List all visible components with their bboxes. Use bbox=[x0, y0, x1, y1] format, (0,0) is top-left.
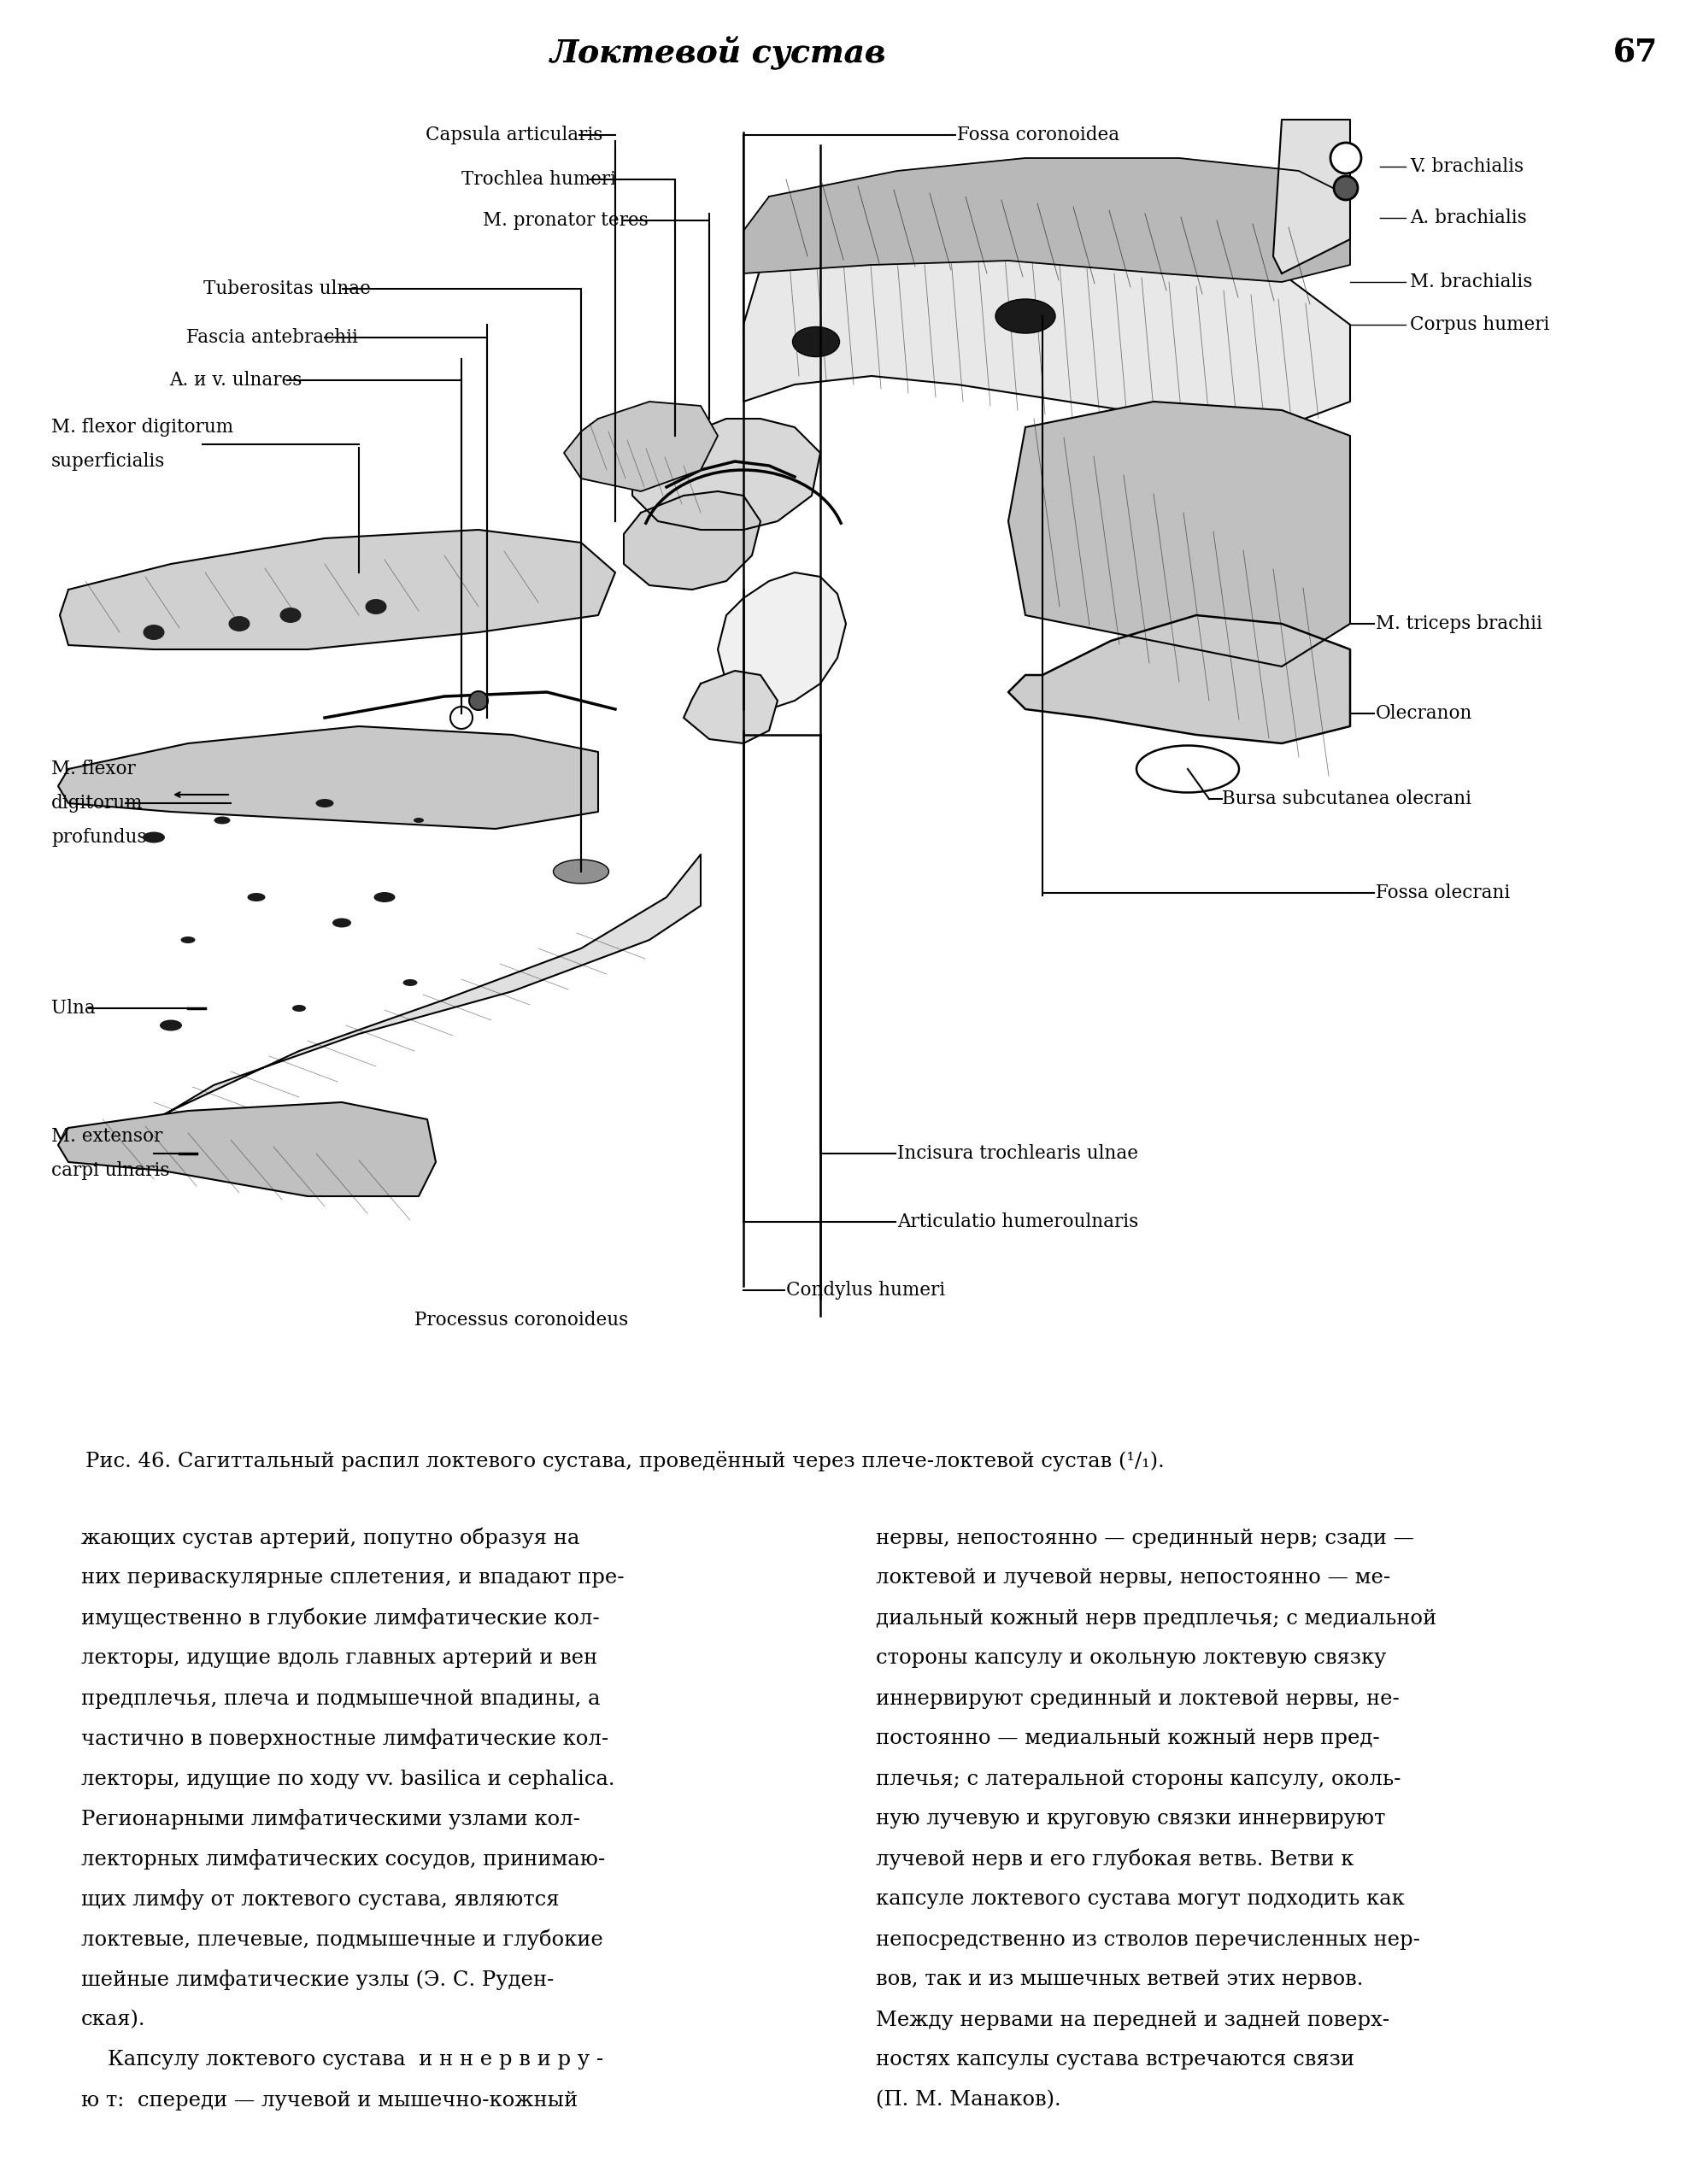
Text: Fossa coronoidea: Fossa coronoidea bbox=[957, 127, 1119, 144]
Polygon shape bbox=[102, 854, 700, 1153]
Text: локтевые, плечевые, подмышечные и глубокие: локтевые, плечевые, подмышечные и глубок… bbox=[82, 1928, 603, 1950]
Polygon shape bbox=[623, 491, 761, 590]
Text: жающих сустав артерий, попутно образуя на: жающих сустав артерий, попутно образуя н… bbox=[82, 1527, 579, 1548]
Text: Capsula articularis: Capsula articularis bbox=[426, 127, 603, 144]
Text: щих лимфу от локтевого сустава, являются: щих лимфу от локтевого сустава, являются bbox=[82, 1889, 559, 1909]
Polygon shape bbox=[632, 419, 821, 531]
Text: постоянно — медиальный кожный нерв пред-: постоянно — медиальный кожный нерв пред- bbox=[875, 1730, 1379, 1749]
Text: M. flexor: M. flexor bbox=[51, 760, 136, 778]
Text: Капсулу локтевого сустава  и н н е р в и р у -: Капсулу локтевого сустава и н н е р в и … bbox=[82, 2051, 603, 2070]
Ellipse shape bbox=[334, 919, 351, 926]
Circle shape bbox=[1333, 177, 1357, 201]
Text: лекторы, идущие вдоль главных артерий и вен: лекторы, идущие вдоль главных артерий и … bbox=[82, 1649, 598, 1669]
Polygon shape bbox=[744, 157, 1350, 282]
Ellipse shape bbox=[249, 893, 264, 902]
Text: Рис. 46. Сагиттальный распил локтевого сустава, проведённый через плече-локтевой: Рис. 46. Сагиттальный распил локтевого с… bbox=[85, 1450, 1165, 1472]
Polygon shape bbox=[683, 670, 778, 743]
Text: частично в поверхностные лимфатические кол-: частично в поверхностные лимфатические к… bbox=[82, 1728, 608, 1749]
Text: иннервируют срединный и локтевой нервы, не-: иннервируют срединный и локтевой нервы, … bbox=[875, 1688, 1400, 1708]
Text: Corpus humeri: Corpus humeri bbox=[1410, 314, 1550, 334]
Text: диальный кожный нерв предплечья; с медиальной: диальный кожный нерв предплечья; с медиа… bbox=[875, 1610, 1437, 1629]
Text: Bursa subcutanea olecrani: Bursa subcutanea olecrani bbox=[1223, 791, 1471, 808]
Circle shape bbox=[450, 708, 472, 729]
Polygon shape bbox=[717, 572, 846, 710]
Text: плечья; с латеральной стороны капсулу, околь-: плечья; с латеральной стороны капсулу, о… bbox=[875, 1769, 1402, 1789]
Text: Между нервами на передней и задней поверх-: Между нервами на передней и задней повер… bbox=[875, 2009, 1390, 2029]
Text: 67: 67 bbox=[1613, 37, 1657, 68]
Text: M. flexor digitorum: M. flexor digitorum bbox=[51, 417, 233, 437]
Circle shape bbox=[468, 692, 489, 710]
Ellipse shape bbox=[366, 598, 387, 614]
Text: капсуле локтевого сустава могут подходить как: капсуле локтевого сустава могут подходит… bbox=[875, 1889, 1405, 1909]
Text: Trochlea humeri: Trochlea humeri bbox=[462, 170, 616, 188]
Text: Olecranon: Olecranon bbox=[1376, 703, 1473, 723]
Text: Локтевой сустав: Локтевой сустав bbox=[550, 37, 886, 70]
Text: Fossa olecrani: Fossa olecrani bbox=[1376, 885, 1511, 902]
Text: них периваскулярные сплетения, и впадают пре-: них периваскулярные сплетения, и впадают… bbox=[82, 1568, 625, 1588]
Polygon shape bbox=[744, 205, 1350, 428]
Text: Локтевой сустав: Локтевой сустав bbox=[550, 37, 886, 70]
Text: V. brachialis: V. brachialis bbox=[1410, 157, 1524, 177]
Ellipse shape bbox=[145, 832, 163, 841]
Polygon shape bbox=[1008, 616, 1350, 743]
Polygon shape bbox=[1274, 120, 1350, 273]
Text: нервы, непостоянно — срединный нерв; сзади —: нервы, непостоянно — срединный нерв; сза… bbox=[875, 1529, 1413, 1548]
Ellipse shape bbox=[162, 1020, 181, 1031]
Ellipse shape bbox=[228, 616, 250, 631]
Ellipse shape bbox=[1136, 745, 1240, 793]
Ellipse shape bbox=[378, 893, 392, 900]
Text: предплечья, плеча и подмышечной впадины, а: предплечья, плеча и подмышечной впадины,… bbox=[82, 1688, 599, 1708]
Text: A. и v. ulnares: A. и v. ulnares bbox=[169, 371, 301, 389]
Text: profundus: profundus bbox=[51, 828, 146, 847]
Text: M. pronator teres: M. pronator teres bbox=[482, 212, 649, 229]
Ellipse shape bbox=[143, 625, 165, 640]
Polygon shape bbox=[58, 1103, 436, 1197]
Text: ская).: ская). bbox=[82, 2009, 146, 2029]
Circle shape bbox=[1330, 142, 1361, 173]
Text: Fascia antebrachii: Fascia antebrachii bbox=[186, 328, 358, 347]
Text: имущественно в глубокие лимфатические кол-: имущественно в глубокие лимфатические ко… bbox=[82, 1607, 599, 1629]
Text: Processus coronoideus: Processus coronoideus bbox=[414, 1310, 628, 1330]
Ellipse shape bbox=[215, 817, 230, 823]
Text: лекторных лимфатических сосудов, принимаю-: лекторных лимфатических сосудов, принима… bbox=[82, 1850, 605, 1870]
Ellipse shape bbox=[792, 328, 840, 356]
Text: Ulna: Ulna bbox=[51, 998, 95, 1018]
Polygon shape bbox=[60, 531, 615, 649]
Text: M. brachialis: M. brachialis bbox=[1410, 273, 1533, 290]
Ellipse shape bbox=[410, 817, 426, 823]
Text: 67: 67 bbox=[1613, 37, 1657, 68]
Ellipse shape bbox=[402, 978, 419, 987]
Text: Tuberositas ulnae: Tuberositas ulnae bbox=[203, 280, 371, 299]
Text: M. extensor: M. extensor bbox=[51, 1127, 162, 1147]
Text: A. brachialis: A. brachialis bbox=[1410, 207, 1528, 227]
Text: вов, так и из мышечных ветвей этих нервов.: вов, так и из мышечных ветвей этих нерво… bbox=[875, 1970, 1362, 1990]
Text: Condylus humeri: Condylus humeri bbox=[787, 1280, 945, 1299]
Text: ю т:  спереди — лучевой и мышечно-кожный: ю т: спереди — лучевой и мышечно-кожный bbox=[82, 2090, 577, 2110]
Text: лекторы, идущие по ходу vv. basilica и cephalica.: лекторы, идущие по ходу vv. basilica и c… bbox=[82, 1769, 615, 1789]
Polygon shape bbox=[58, 727, 598, 828]
Text: шейные лимфатические узлы (Э. С. Руден-: шейные лимфатические узлы (Э. С. Руден- bbox=[82, 1970, 553, 1990]
Polygon shape bbox=[1008, 402, 1350, 666]
Text: ностях капсулы сустава встречаются связи: ностях капсулы сустава встречаются связи bbox=[875, 2051, 1354, 2070]
Text: ную лучевую и круговую связки иннервируют: ную лучевую и круговую связки иннервирую… bbox=[875, 1808, 1386, 1828]
Text: Incisura trochlearis ulnae: Incisura trochlearis ulnae bbox=[897, 1144, 1138, 1162]
Ellipse shape bbox=[291, 1005, 307, 1011]
Polygon shape bbox=[564, 402, 717, 491]
Ellipse shape bbox=[179, 935, 198, 946]
Ellipse shape bbox=[553, 860, 610, 885]
Text: лучевой нерв и его глубокая ветвь. Ветви к: лучевой нерв и его глубокая ветвь. Ветви… bbox=[875, 1850, 1354, 1870]
Text: стороны капсулу и окольную локтевую связку: стороны капсулу и окольную локтевую связ… bbox=[875, 1649, 1386, 1669]
Text: Регионарными лимфатическими узлами кол-: Регионарными лимфатическими узлами кол- bbox=[82, 1808, 581, 1830]
Text: superficialis: superficialis bbox=[51, 452, 165, 472]
Text: digitorum: digitorum bbox=[51, 793, 143, 812]
Text: (П. М. Манаков).: (П. М. Манаков). bbox=[875, 2090, 1061, 2110]
Text: carpi ulnaris: carpi ulnaris bbox=[51, 1162, 170, 1179]
Ellipse shape bbox=[279, 607, 301, 622]
Text: Articulatio humeroulnaris: Articulatio humeroulnaris bbox=[897, 1212, 1138, 1232]
Text: локтевой и лучевой нервы, непостоянно — ме-: локтевой и лучевой нервы, непостоянно — … bbox=[875, 1568, 1390, 1588]
Ellipse shape bbox=[996, 299, 1056, 334]
Text: M. triceps brachii: M. triceps brachii bbox=[1376, 614, 1543, 633]
Text: непосредственно из стволов перечисленных нер-: непосредственно из стволов перечисленных… bbox=[875, 1931, 1420, 1950]
Ellipse shape bbox=[315, 799, 334, 808]
